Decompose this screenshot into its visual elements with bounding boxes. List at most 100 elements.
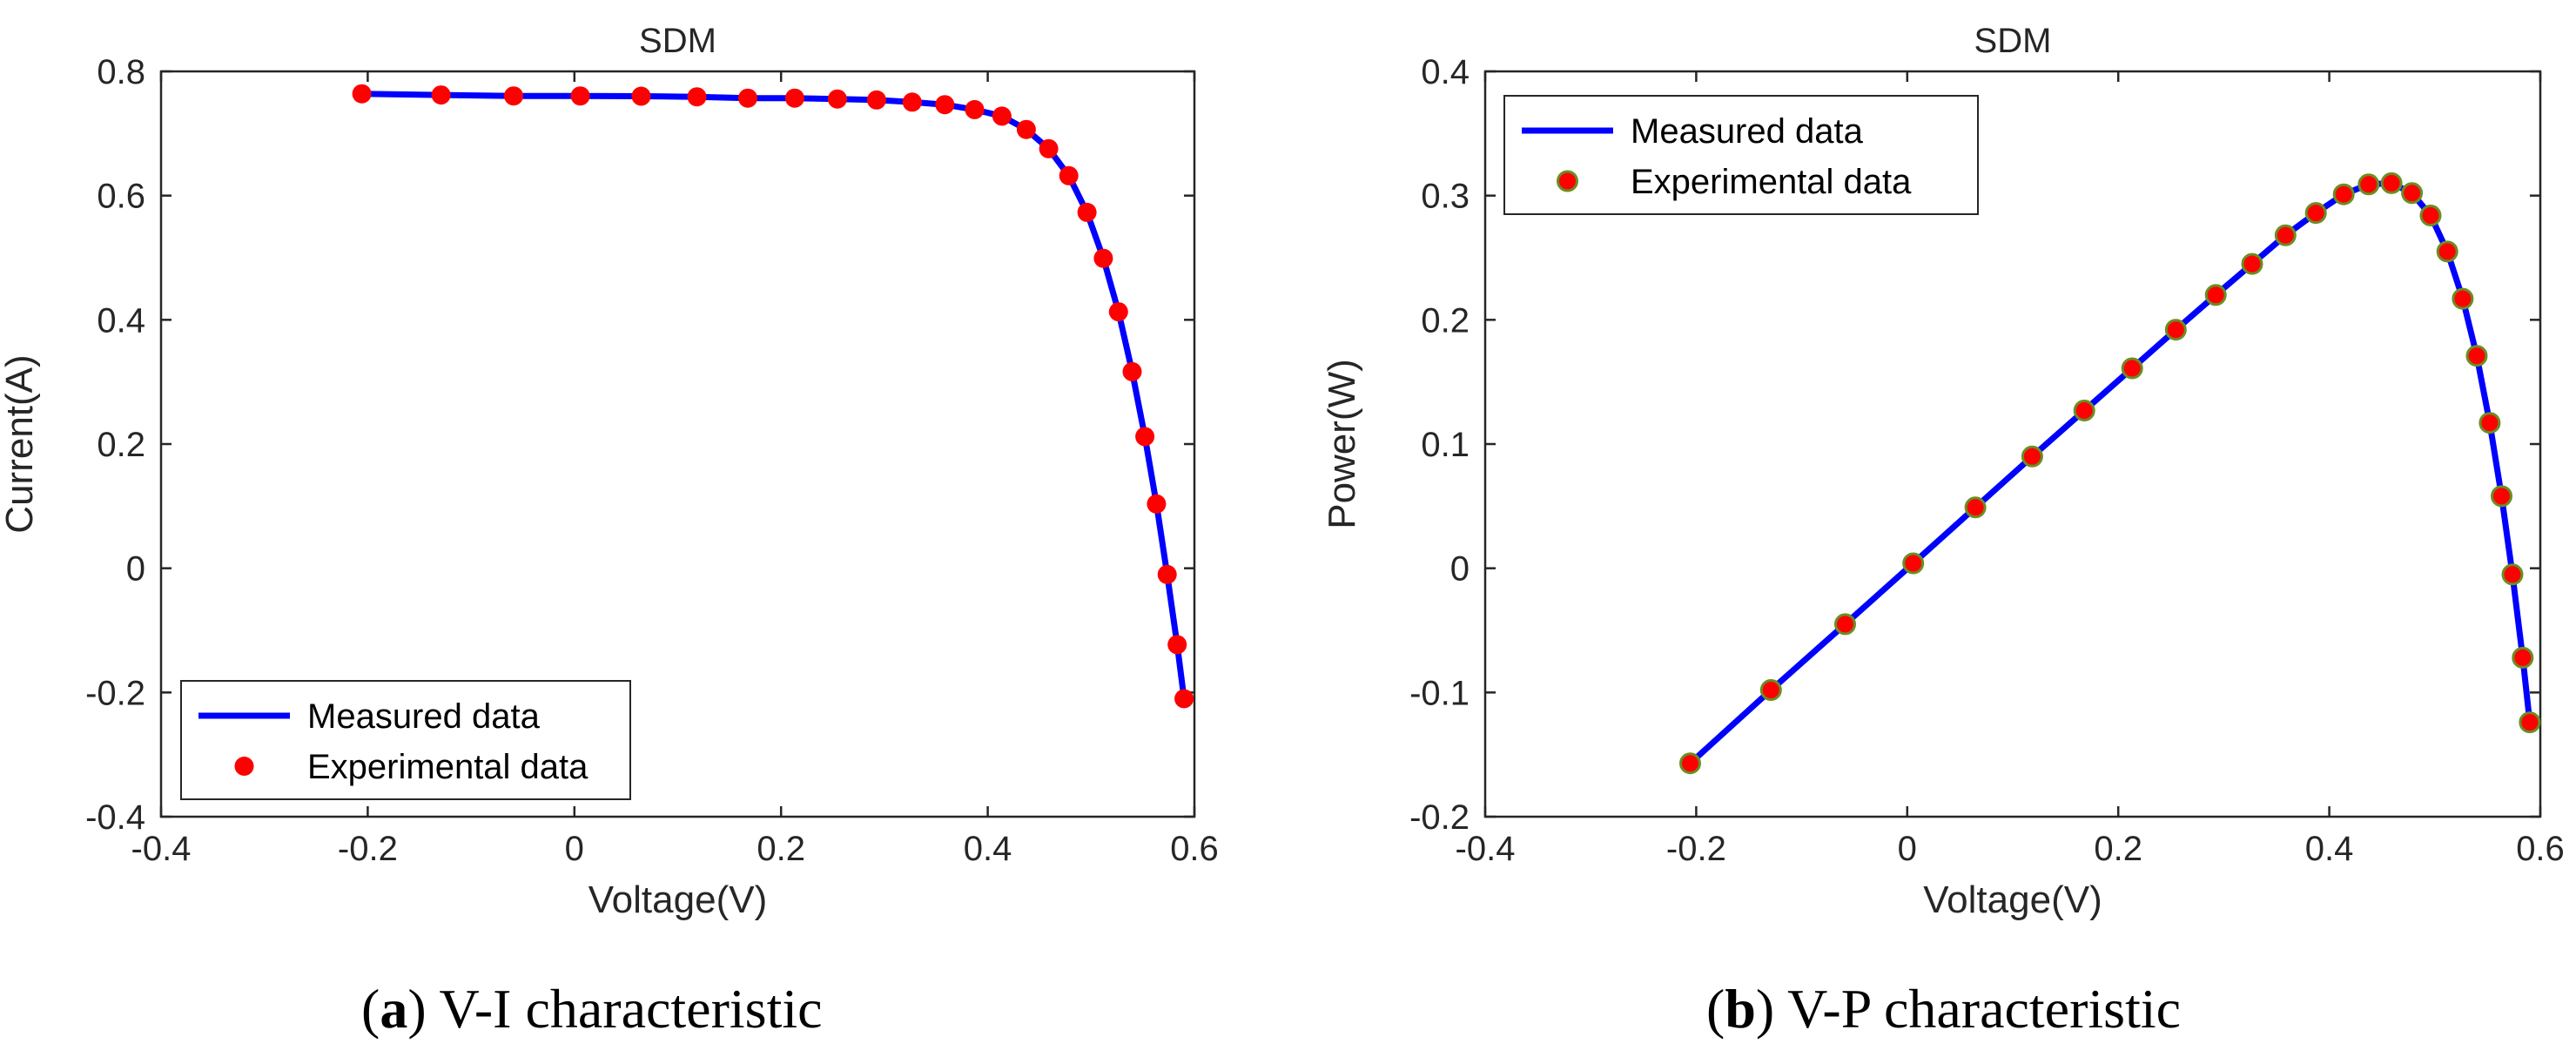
data-point-experimental (1135, 427, 1155, 447)
data-point-experimental (738, 88, 757, 108)
data-point-experimental (1108, 302, 1128, 322)
legend: Measured data Experimental data (180, 680, 631, 800)
data-point-experimental (2332, 183, 2355, 205)
data-point-experimental (1059, 165, 1079, 185)
data-point-experimental (1016, 119, 1036, 139)
data-point-experimental (935, 95, 955, 115)
data-point-experimental (866, 90, 886, 110)
data-point-experimental (2401, 182, 2424, 205)
y-axis-label: Current(A) (0, 354, 41, 533)
data-point-experimental (1759, 679, 1782, 701)
legend-marker-swatch (234, 757, 254, 776)
data-point-experimental (2452, 287, 2474, 310)
data-point-experimental (2512, 646, 2534, 669)
data-point-experimental (431, 85, 451, 105)
legend-box (180, 680, 631, 800)
data-point-experimental (784, 88, 804, 108)
legend-entry-label: Measured data (1631, 112, 1864, 151)
y-tick-label: 0 (1450, 550, 1470, 589)
x-tick-label: -0.2 (338, 830, 398, 868)
data-point-experimental (504, 86, 523, 106)
chart-vp: -0.4 -0.2 0 0.2 0.4 0.6-0.2-0.100.10.20.30.4S… (1321, 22, 2565, 921)
data-point-experimental (992, 106, 1012, 126)
data-point-experimental (2465, 345, 2488, 367)
data-point-experimental (1679, 752, 1701, 775)
data-point-experimental (2274, 224, 2297, 246)
legend-box (1503, 95, 1979, 215)
data-point-experimental (2073, 400, 2095, 421)
data-point-experimental (2121, 357, 2143, 380)
data-point-experimental (2380, 172, 2403, 194)
y-tick-label: -0.2 (85, 674, 145, 712)
caption-a: (a) V-I characteristic (361, 978, 823, 1040)
data-point-experimental (965, 99, 985, 119)
x-tick-label: -0.4 (1456, 830, 1516, 868)
data-point-experimental (2519, 711, 2541, 734)
y-tick-label: -0.1 (1409, 674, 1470, 712)
x-tick-label: 0.4 (2305, 830, 2354, 868)
x-tick-label: 0 (1898, 830, 1917, 868)
x-tick-label: 0.2 (757, 830, 805, 868)
data-point-experimental (570, 86, 590, 106)
data-point-experimental (2304, 202, 2327, 225)
data-point-experimental (1093, 248, 1113, 268)
x-tick-label: 0 (565, 830, 584, 868)
data-point-experimental (1122, 361, 1142, 381)
x-tick-label: 0.6 (1170, 830, 1219, 868)
y-tick-label: -0.4 (85, 798, 145, 837)
data-point-experimental (352, 84, 372, 104)
data-point-experimental (2021, 445, 2043, 468)
x-tick-label: -0.2 (1666, 830, 1726, 868)
data-point-experimental (1174, 689, 1194, 709)
y-axis-label: Power(W) (1321, 359, 1363, 529)
data-point-experimental (2357, 173, 2380, 196)
data-point-experimental (2164, 319, 2187, 341)
data-point-experimental (902, 92, 922, 112)
x-tick-label: 0.4 (964, 830, 1012, 868)
legend-entry-label: Measured data (307, 697, 541, 736)
legend-entry-label: Experimental data (1631, 163, 1912, 201)
x-tick-label: 0.6 (2516, 830, 2565, 868)
data-point-experimental (1964, 496, 1987, 519)
y-tick-label: 0.4 (1421, 53, 1470, 91)
data-point-experimental (827, 89, 847, 109)
y-tick-label: 0.6 (97, 178, 145, 216)
chart-vi: -0.4 -0.2 0 0.2 0.4 0.6 -0.4 -0.2 0 0.2 0.4 0.6 0.8 S… (0, 22, 1219, 921)
data-point-experimental (2419, 205, 2442, 226)
data-point-experimental (2478, 412, 2501, 434)
legend-entry-label: Experimental data (307, 748, 589, 786)
data-point-experimental (2501, 563, 2524, 586)
x-tick-label: 0.2 (2094, 830, 2142, 868)
data-point-experimental (2241, 252, 2263, 275)
data-point-experimental (687, 87, 707, 107)
data-point-experimental (2436, 240, 2458, 263)
data-point-experimental (1147, 494, 1167, 514)
y-tick-label: 0.2 (1421, 301, 1470, 340)
legend: Measured data Experimental data (1503, 95, 1979, 215)
series-line-measured (1687, 179, 2533, 767)
data-point-experimental (1039, 138, 1059, 158)
caption-b: (b) V-P characteristic (1706, 978, 2181, 1040)
data-point-experimental (1834, 613, 1856, 636)
data-point-experimental (2491, 485, 2512, 508)
y-tick-label: 0.1 (1421, 426, 1470, 464)
x-axis-label: Voltage(V) (589, 879, 767, 921)
data-point-experimental (631, 86, 651, 106)
data-point-experimental (2204, 284, 2227, 306)
data-point-experimental (1167, 635, 1187, 655)
y-tick-label: 0.3 (1421, 178, 1470, 216)
y-tick-label: 0.4 (97, 301, 145, 340)
x-tick-label: -0.4 (131, 830, 192, 868)
data-point-experimental (1077, 202, 1097, 222)
data-point-experimental (1157, 564, 1177, 584)
y-tick-label: -0.2 (1409, 798, 1470, 837)
data-point-experimental (1902, 552, 1925, 575)
y-tick-label: 0 (126, 550, 145, 589)
x-axis-label: Voltage(V) (1923, 879, 2102, 921)
chart-title: SDM (1974, 22, 2052, 60)
chart-title: SDM (639, 22, 716, 60)
y-tick-label: 0.2 (97, 426, 145, 464)
y-tick-label: 0.8 (97, 53, 145, 91)
legend-marker-swatch (1557, 170, 1578, 192)
